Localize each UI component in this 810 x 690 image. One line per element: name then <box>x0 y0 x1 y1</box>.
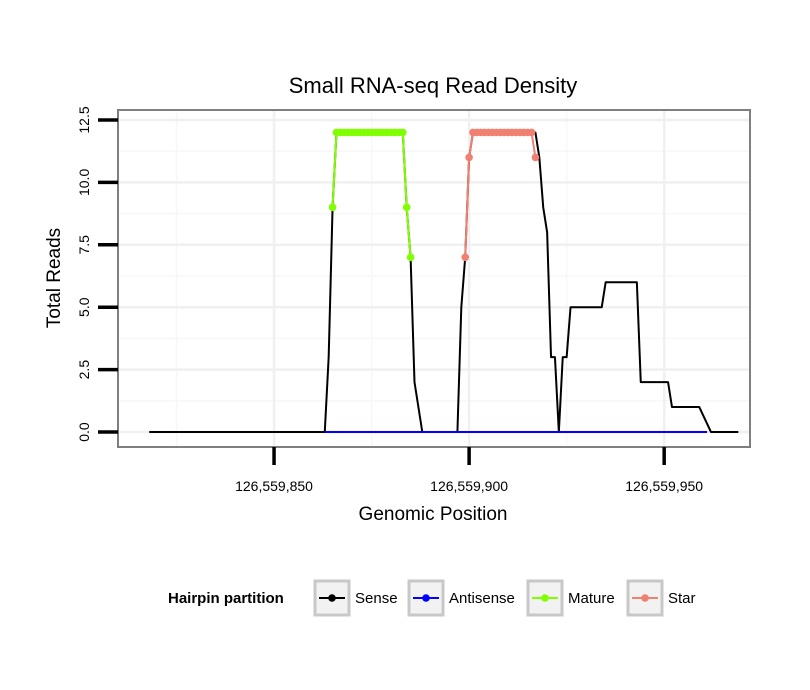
legend-label-antisense: Antisense <box>449 590 515 607</box>
x-tick-label: 126,559,950 <box>625 478 703 494</box>
legend-key-point <box>328 594 336 602</box>
chart-title: Small RNA-seq Read Density <box>289 73 578 98</box>
y-tick-label: 10.0 <box>76 169 92 196</box>
mature-point <box>406 253 415 262</box>
mature-point <box>398 128 407 137</box>
y-tick-label: 12.5 <box>76 106 92 133</box>
legend: Hairpin partition Sense Antisense Mature St… <box>168 579 696 617</box>
x-tick-label: 126,559,850 <box>235 478 313 494</box>
plot-panel-border <box>117 109 751 448</box>
grid <box>118 110 750 447</box>
x-tick-label: 126,559,900 <box>430 478 508 494</box>
legend-label-star: Star <box>668 590 696 607</box>
legend-key-point <box>422 594 430 602</box>
star-point <box>465 153 473 162</box>
sense-line <box>149 131 739 434</box>
y-tick-label: 0.0 <box>76 422 92 442</box>
mature-point <box>402 203 411 212</box>
mature-point <box>328 203 337 212</box>
x-axis-title: Genomic Position <box>359 504 508 525</box>
legend-key-point <box>641 594 649 602</box>
y-tick-label: 7.5 <box>76 235 92 255</box>
legend-key-point <box>541 594 549 602</box>
star-point <box>527 128 536 137</box>
legend-label-sense: Sense <box>355 590 398 607</box>
legend-title: Hairpin partition <box>168 590 284 607</box>
y-tick-label: 2.5 <box>76 360 92 380</box>
y-axis-title: Total Reads <box>44 228 65 328</box>
series-layer <box>149 128 739 434</box>
y-tick-label: 5.0 <box>76 297 92 317</box>
axes: 0.0 2.5 5.0 7.5 10.0 12.5 126,559,850 126,559,9… <box>76 106 703 494</box>
star-point <box>531 153 540 162</box>
star-point <box>461 253 470 262</box>
legend-label-mature: Mature <box>568 590 615 607</box>
